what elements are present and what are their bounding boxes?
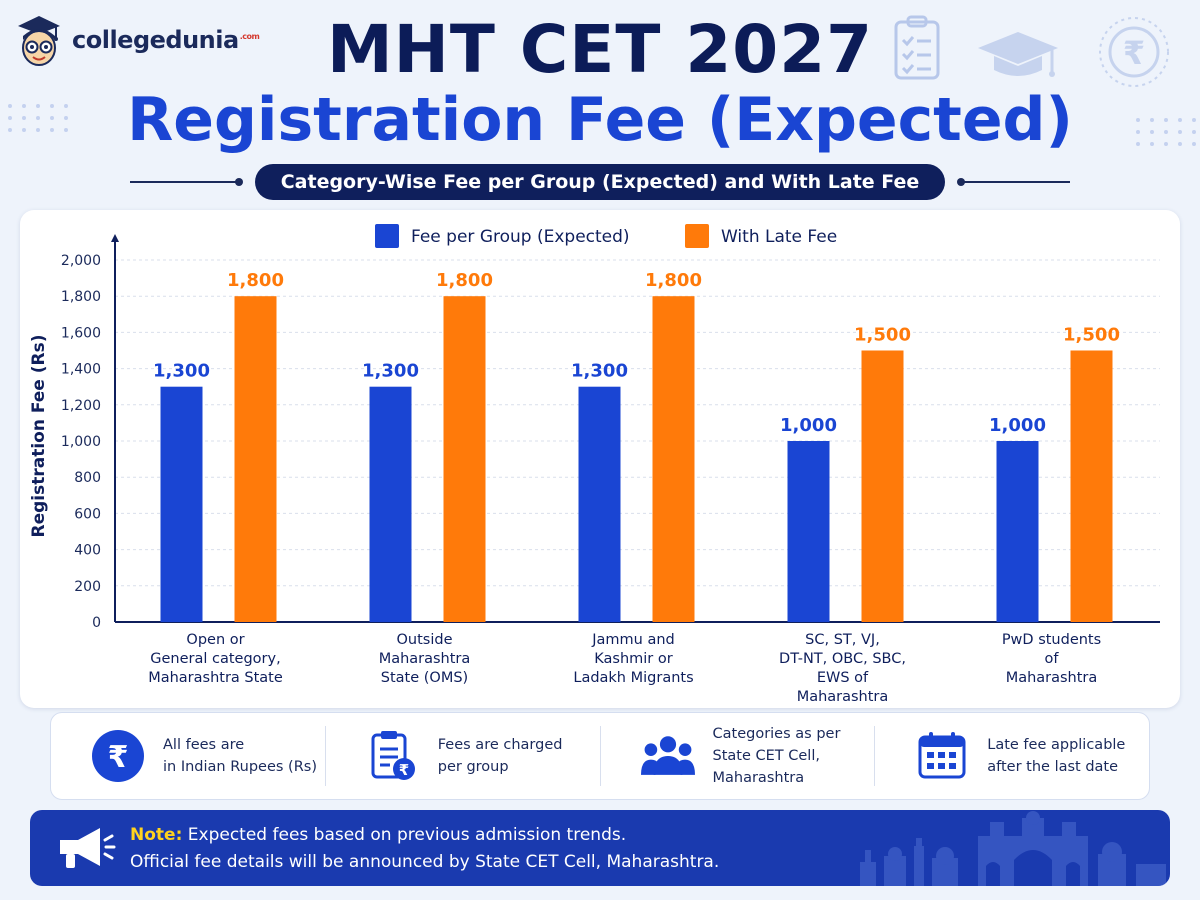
bar-with-late-fee [861, 350, 904, 622]
x-category-label: General category, [150, 651, 280, 667]
note-label: Note: [130, 825, 183, 845]
legend-label-fee-per-group: Fee per Group (Expected) [411, 227, 630, 247]
people-group-icon [640, 729, 695, 783]
x-category-label: Maharashtra [1006, 670, 1098, 686]
bar-chart: 0 200 400 600 800 1,000 1,200 1,400 1,600 1,800 2,… [29, 224, 1160, 705]
bar-fee-per-group [996, 441, 1039, 622]
divider-left [130, 178, 243, 186]
x-category-label: Ladakh Migrants [573, 670, 693, 686]
chart-card: 0 200 400 600 800 1,000 1,200 1,400 1,600 1,800 2,… [20, 210, 1180, 708]
y-tick-label: 400 [74, 543, 101, 559]
y-tick-label: 0 [92, 615, 101, 631]
subtitle-banner: Category-Wise Fee per Group (Expected) a… [130, 164, 1071, 200]
graduation-cap-icon [978, 32, 1058, 77]
note-text: Note: Expected fees based on previous ad… [130, 822, 719, 876]
x-category-label: EWS of [817, 670, 869, 686]
y-tick-label: 1,800 [61, 289, 101, 305]
data-label-with-late-fee: 1,800 [645, 270, 702, 291]
decorative-dots-right [1136, 118, 1198, 146]
bar-fee-per-group [787, 441, 830, 622]
skyline-illustration [860, 811, 1166, 886]
x-category-label: Outside [397, 632, 453, 648]
x-category-label: State (OMS) [381, 670, 468, 686]
page-subtitle: Registration Fee (Expected) [127, 85, 1073, 155]
y-axis-arrow [111, 234, 119, 242]
x-category-label: PwD students [1002, 632, 1101, 648]
x-category-label: Maharashtra [379, 651, 471, 667]
note-banner: Note: Expected fees based on previous ad… [30, 810, 1170, 886]
x-category-label: SC, ST, VJ, [805, 632, 880, 648]
decorative-dots-left [8, 104, 70, 132]
bar-fee-per-group [160, 386, 203, 622]
legend-label-with-late-fee: With Late Fee [721, 227, 837, 247]
data-label-fee-per-group: 1,000 [989, 415, 1046, 436]
note-line-2: Official fee details will be announced b… [130, 852, 720, 872]
data-label-with-late-fee: 1,800 [227, 270, 284, 291]
x-category-label: Maharashtra State [148, 670, 283, 686]
data-label-with-late-fee: 1,800 [436, 270, 493, 291]
bar-fee-per-group [578, 386, 621, 622]
info-text-late-fee: Late fee applicable after the last date [987, 737, 1126, 775]
bar-with-late-fee [443, 296, 486, 622]
x-category-label: Open or [186, 632, 244, 648]
page-title: MHT CET 2027 [326, 11, 874, 88]
x-category-label: Kashmir or [594, 651, 672, 667]
rupee-icon: ₹ [1099, 17, 1169, 87]
y-tick-label: 1,200 [61, 398, 101, 414]
calendar-icon [915, 729, 969, 783]
bar-with-late-fee [234, 296, 277, 622]
data-label-fee-per-group: 1,300 [362, 361, 419, 382]
data-label-fee-per-group: 1,300 [571, 361, 628, 382]
bar-fee-per-group [369, 386, 412, 622]
legend-swatch-with-late-fee [685, 224, 709, 248]
data-label-fee-per-group: 1,300 [153, 361, 210, 382]
header-icons: ₹ [894, 15, 1169, 87]
y-tick-label: 1,600 [61, 325, 101, 341]
checklist-icon [894, 15, 940, 80]
brand-name: collegedunia.com [72, 26, 260, 54]
bar-with-late-fee [652, 296, 695, 622]
y-tick-label: 2,000 [61, 253, 101, 269]
y-tick-label: 1,400 [61, 362, 101, 378]
info-item-currency: ₹ All fees are in Indian Rupees (Rs) [51, 726, 325, 786]
note-line-1: Expected fees based on previous admissio… [182, 825, 627, 845]
data-label-with-late-fee: 1,500 [854, 325, 911, 346]
x-category-label: DT-NT, OBC, SBC, [779, 651, 906, 667]
x-category-label: of [1045, 651, 1060, 667]
info-card: ₹ All fees are in Indian Rupees (Rs) ₹ [50, 712, 1150, 800]
rupee-circle-icon: ₹ [91, 729, 145, 783]
info-text-categories: Categories as per State CET Cell, Maharash… [712, 726, 841, 786]
info-text-per-group: Fees are charged per group [437, 737, 563, 775]
bar-with-late-fee [1070, 350, 1113, 622]
y-tick-label: 1,000 [61, 434, 101, 450]
y-tick-label: 200 [74, 579, 101, 595]
x-category-label: Jammu and [591, 632, 675, 648]
svg-text:₹: ₹ [399, 761, 409, 779]
data-label-fee-per-group: 1,000 [780, 415, 837, 436]
legend-swatch-fee-per-group [375, 224, 399, 248]
y-axis-title: Registration Fee (Rs) [29, 334, 49, 537]
megaphone-icon [60, 828, 116, 868]
info-text-currency: All fees are in Indian Rupees (Rs) [163, 737, 317, 775]
info-item-late-fee: Late fee applicable after the last date [874, 726, 1149, 786]
svg-text:₹: ₹ [1123, 34, 1145, 72]
chart-subtitle-pill: Category-Wise Fee per Group (Expected) a… [254, 164, 946, 200]
brand-logo[interactable]: collegedunia.com [12, 10, 260, 70]
info-item-categories: Categories as per State CET Cell, Maharash… [599, 726, 875, 786]
svg-text:₹: ₹ [108, 740, 129, 775]
info-item-per-group: ₹ Fees are charged per group [324, 726, 600, 786]
document-rupee-icon: ₹ [366, 729, 420, 783]
y-tick-label: 800 [74, 470, 101, 486]
y-tick-label: 600 [74, 506, 101, 522]
x-category-label: Maharashtra [797, 689, 889, 705]
data-label-with-late-fee: 1,500 [1063, 325, 1120, 346]
divider-right [957, 178, 1071, 186]
mascot-icon [18, 16, 60, 66]
